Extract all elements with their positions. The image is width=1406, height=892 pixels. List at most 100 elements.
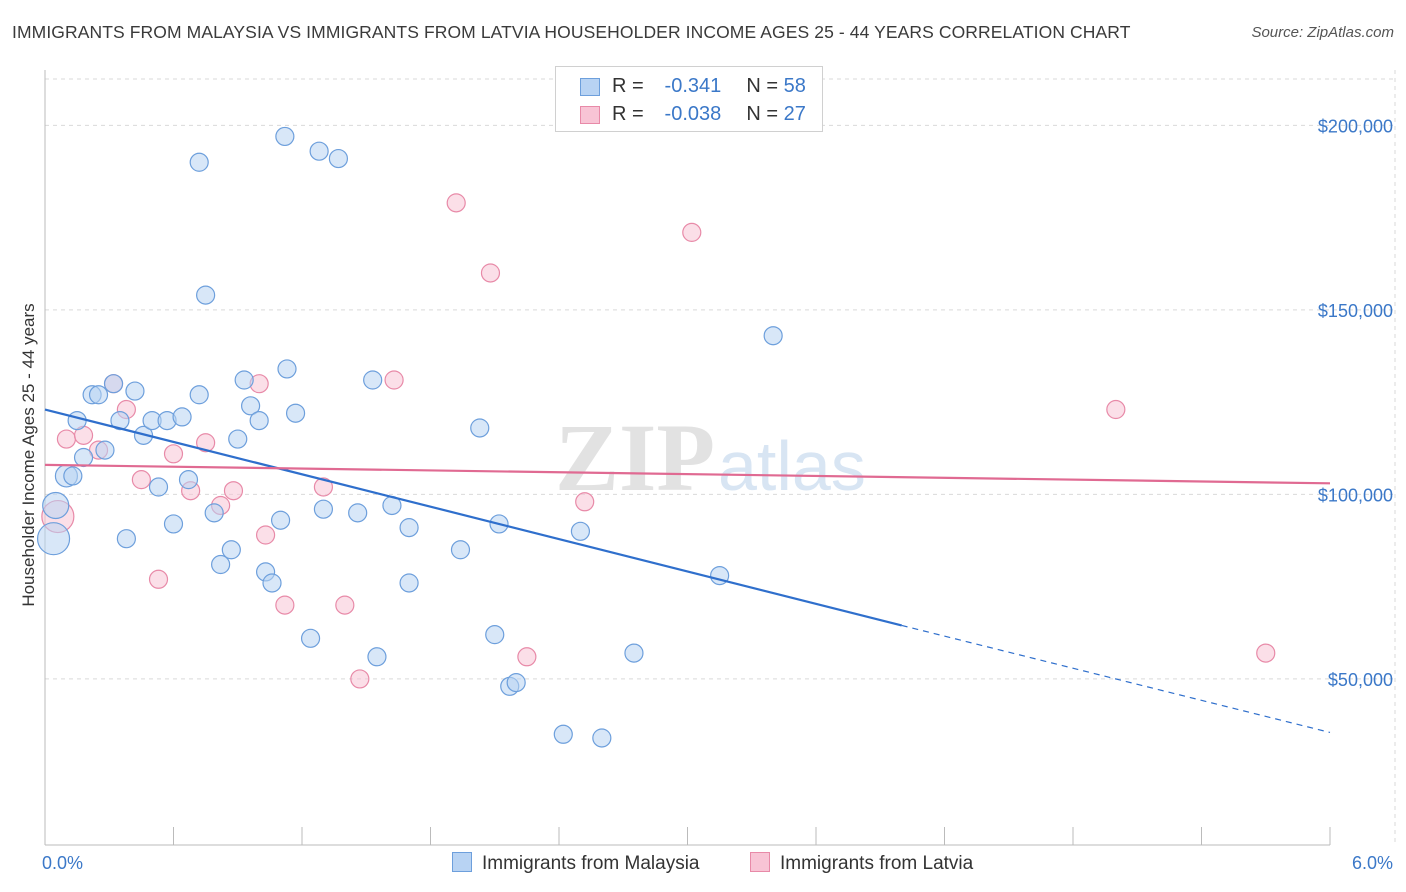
malaysia-point	[73, 447, 94, 468]
malaysia-point	[228, 429, 248, 449]
malaysia-point	[189, 385, 209, 405]
malaysia-point	[204, 503, 224, 523]
malaysia-point	[42, 491, 70, 520]
malaysia-point	[399, 573, 419, 593]
malaysia-point	[592, 728, 612, 748]
latvia-point	[275, 595, 295, 615]
legend-r-value-malaysia: -0.341	[664, 75, 722, 97]
malaysia-point	[88, 385, 109, 405]
malaysia-point	[363, 370, 383, 390]
latvia-point	[163, 444, 184, 464]
malaysia-legend-label: Immigrants from Malaysia	[482, 853, 700, 874]
latvia-point	[335, 595, 355, 615]
malaysia-point	[313, 499, 334, 519]
latvia-swatch	[580, 106, 600, 124]
malaysia-point	[95, 440, 115, 460]
source-label: Source: ZipAtlas.com	[1251, 24, 1394, 41]
malaysia-point	[67, 410, 87, 431]
malaysia-points	[36, 126, 783, 748]
malaysia-point	[485, 625, 505, 645]
malaysia-point	[189, 152, 209, 172]
y-tick-label: $50,000	[1328, 670, 1393, 690]
malaysia-point	[300, 628, 321, 648]
malaysia-point	[553, 724, 573, 744]
latvia-legend-label: Immigrants from Latvia	[780, 853, 974, 874]
malaysia-point	[125, 381, 145, 401]
malaysia-point	[110, 410, 130, 431]
malaysia-point	[241, 396, 261, 416]
chart-title: IMMIGRANTS FROM MALAYSIA VS IMMIGRANTS F…	[12, 22, 1131, 42]
trend-lines	[44, 408, 1331, 734]
malaysia-point	[328, 148, 349, 169]
latvia-point	[1256, 643, 1276, 663]
malaysia-point	[285, 403, 306, 423]
latvia-point	[255, 525, 276, 545]
legend-n-value-latvia: 27	[783, 103, 806, 125]
malaysia-point	[309, 141, 329, 161]
malaysia-point	[36, 522, 71, 556]
malaysia-point	[262, 573, 282, 593]
malaysia-point	[470, 418, 490, 438]
bottom-legend-latvia: Immigrants from Latvia	[750, 852, 973, 875]
y-tick-label: $100,000	[1318, 485, 1393, 505]
malaysia-point	[178, 470, 199, 490]
malaysia-point	[624, 643, 644, 663]
latvia-trend-line	[44, 463, 1331, 485]
malaysia-point	[763, 326, 783, 346]
malaysia-point	[172, 407, 192, 427]
latvia-point	[350, 669, 370, 689]
malaysia-point	[275, 126, 295, 147]
malaysia-legend-swatch	[452, 852, 472, 872]
legend-n-label: N =	[746, 75, 779, 97]
malaysia-point	[270, 510, 291, 530]
malaysia-point	[63, 466, 83, 486]
malaysia-trend-extension	[901, 624, 1331, 734]
watermark: ZIP atlas	[555, 404, 866, 511]
malaysia-trend-line	[44, 408, 902, 627]
y-axis-label: Householder Income Ages 25 - 44 years	[19, 303, 38, 606]
malaysia-point	[367, 647, 387, 667]
malaysia-point	[148, 477, 169, 497]
latvia-point	[480, 263, 501, 283]
axes	[44, 70, 1331, 846]
x-tick-label-max: 6.0%	[1352, 853, 1393, 873]
malaysia-swatch	[580, 78, 600, 96]
latvia-point	[517, 647, 537, 667]
malaysia-point	[249, 410, 269, 431]
latvia-point	[196, 433, 216, 453]
malaysia-point	[211, 554, 231, 575]
legend-n-value-malaysia: 58	[783, 75, 806, 97]
latvia-point	[1106, 399, 1126, 420]
latvia-point	[223, 481, 244, 501]
correlation-legend: R = -0.341 N = 58 R = -0.038 N = 27	[555, 66, 823, 132]
malaysia-point	[116, 529, 136, 549]
malaysia-point	[506, 673, 526, 693]
malaysia-point	[196, 285, 216, 305]
latvia-point	[313, 477, 334, 497]
malaysia-point	[103, 374, 124, 394]
latvia-point	[384, 370, 404, 390]
malaysia-point	[234, 370, 254, 390]
malaysia-point	[163, 514, 184, 534]
latvia-point	[575, 492, 595, 512]
legend-r-value-latvia: -0.038	[664, 103, 722, 125]
watermark-atlas: atlas	[718, 427, 866, 505]
y-tick-label: $150,000	[1318, 301, 1393, 321]
legend-r-label: R =	[612, 75, 644, 97]
malaysia-point	[221, 540, 241, 560]
malaysia-point	[348, 503, 368, 523]
latvia-point	[148, 569, 169, 589]
latvia-point	[56, 429, 77, 449]
latvia-point	[446, 193, 466, 213]
malaysia-point	[399, 518, 419, 538]
legend-r-label: R =	[612, 103, 644, 125]
malaysia-point	[450, 540, 471, 560]
latvia-legend-swatch	[750, 852, 770, 872]
malaysia-point	[277, 359, 297, 379]
malaysia-point	[570, 521, 591, 541]
latvia-point	[131, 470, 151, 490]
y-tick-label: $200,000	[1318, 116, 1393, 136]
bottom-legend-malaysia: Immigrants from Malaysia	[452, 852, 700, 875]
x-tick-label-min: 0.0%	[42, 853, 83, 873]
